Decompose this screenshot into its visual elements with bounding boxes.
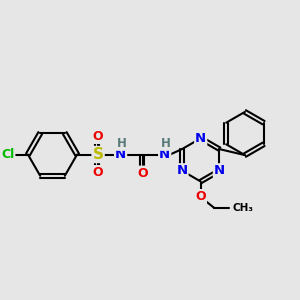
Text: Cl: Cl [1, 148, 14, 161]
Text: N: N [159, 148, 170, 161]
Text: N: N [195, 132, 206, 145]
Text: CH₃: CH₃ [233, 203, 254, 213]
Text: N: N [214, 164, 225, 177]
Text: S: S [93, 147, 104, 162]
Text: N: N [115, 148, 126, 161]
Text: O: O [93, 166, 104, 179]
Text: O: O [138, 167, 148, 180]
Text: N: N [176, 164, 188, 177]
Text: O: O [195, 190, 206, 203]
Text: H: H [161, 137, 170, 150]
Text: H: H [117, 137, 126, 150]
Text: O: O [93, 130, 104, 143]
